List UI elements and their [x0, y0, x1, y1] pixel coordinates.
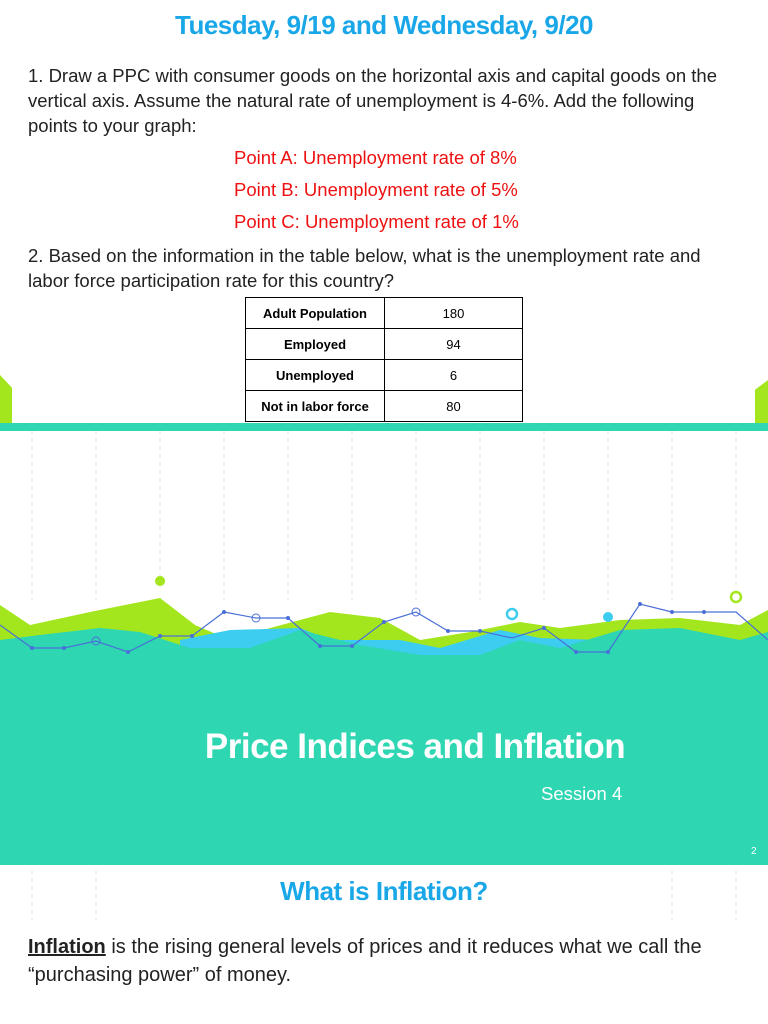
- page-number: 2: [751, 846, 757, 857]
- term: Inflation: [28, 936, 106, 958]
- pin: [729, 590, 743, 604]
- row-header: Adult Population: [245, 297, 385, 329]
- table-row: Unemployed 6: [245, 359, 523, 391]
- subtitle: Session 4: [541, 783, 623, 804]
- pin: [155, 576, 166, 598]
- definition: is the rising general levels of prices a…: [28, 936, 702, 986]
- row-header: Employed: [245, 328, 385, 360]
- row-header: Not in labor force: [245, 390, 385, 422]
- slide-title: Tuesday, 9/19 and Wednesday, 9/20: [175, 10, 593, 40]
- cell: 80: [384, 390, 523, 422]
- point: Point B: Unemployment rate of 5%: [234, 179, 518, 200]
- trend-points: [30, 602, 706, 654]
- grid-lines: [31, 430, 737, 920]
- point: Point C: Unemployment rate of 1%: [234, 211, 519, 232]
- slide-title: What is Inflation?: [280, 876, 488, 906]
- pin: [505, 607, 519, 621]
- cell: 94: [384, 328, 523, 360]
- table-row: Adult Population 180: [245, 297, 523, 329]
- table-body: Adult Population 180 Employed 94 Unemployed 6…: [245, 297, 523, 422]
- teal-strip: [0, 423, 768, 431]
- table-row: Employed 94: [245, 328, 523, 360]
- edge-wave: [752, 380, 768, 430]
- point: Point A: Unemployment rate of 8%: [234, 147, 517, 168]
- row-header: Unemployed: [245, 359, 385, 391]
- table-row: Not in labor force 80: [245, 390, 523, 422]
- ring-points: [91, 607, 421, 646]
- pin: [603, 612, 613, 622]
- cell: 180: [384, 297, 523, 329]
- cell: 6: [384, 359, 523, 391]
- question: 1. Draw a PPC with consumer goods on the…: [28, 65, 718, 136]
- data-table: Adult Population 180 Employed 94 Unemployed 6…: [245, 297, 523, 422]
- slide-title: Price Indices and Inflation: [204, 727, 626, 766]
- question: 2. Based on the information in the table…: [28, 245, 701, 291]
- edge-wave: [0, 375, 14, 430]
- teal-wave: [0, 628, 768, 865]
- definition-paragraph: Inflation is the rising general levels o…: [28, 933, 743, 989]
